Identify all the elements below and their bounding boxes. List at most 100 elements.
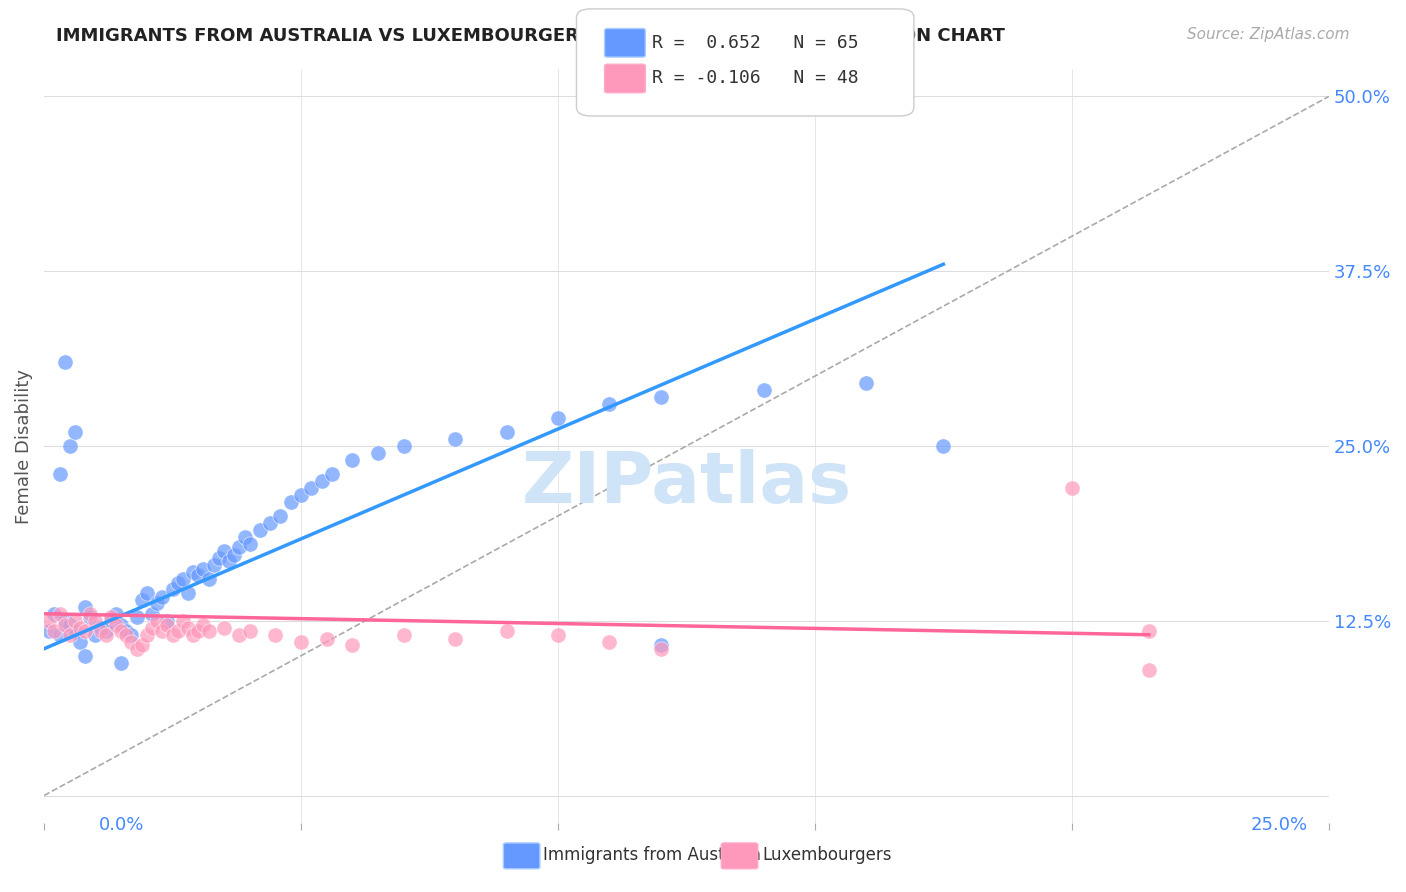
Point — [218, 554, 240, 568]
Point — [290, 488, 312, 502]
Point — [84, 628, 107, 642]
Point — [121, 634, 143, 648]
Point — [94, 624, 117, 638]
Point — [269, 508, 291, 523]
Point — [311, 474, 333, 488]
Point — [150, 624, 173, 638]
Point — [650, 638, 672, 652]
Point — [342, 638, 364, 652]
Text: 25.0%: 25.0% — [1250, 816, 1308, 834]
Point — [224, 548, 246, 562]
Point — [110, 618, 132, 632]
Point — [105, 607, 128, 621]
Point — [131, 592, 153, 607]
Point — [166, 624, 188, 638]
Point — [121, 628, 143, 642]
Point — [141, 621, 163, 635]
Point — [63, 614, 86, 628]
Point — [59, 439, 82, 453]
Point — [172, 572, 194, 586]
Point — [547, 628, 569, 642]
Point — [197, 624, 219, 638]
Point — [233, 530, 256, 544]
Point — [228, 628, 250, 642]
Point — [444, 632, 467, 646]
Point — [342, 453, 364, 467]
Point — [79, 607, 101, 621]
Text: R =  0.652   N = 65: R = 0.652 N = 65 — [652, 34, 859, 52]
Point — [1060, 481, 1083, 495]
Point — [280, 495, 302, 509]
Point — [259, 516, 281, 530]
Point — [63, 425, 86, 439]
Text: Luxembourgers: Luxembourgers — [762, 847, 891, 864]
Point — [44, 624, 66, 638]
Point — [125, 641, 148, 656]
Point — [131, 638, 153, 652]
Point — [135, 628, 157, 642]
Point — [44, 607, 66, 621]
Point — [38, 614, 60, 628]
Point — [110, 624, 132, 638]
Point — [141, 607, 163, 621]
Point — [166, 576, 188, 591]
Point — [94, 628, 117, 642]
Point — [855, 376, 877, 390]
Point — [115, 628, 138, 642]
Point — [48, 628, 70, 642]
Point — [115, 624, 138, 638]
Point — [290, 634, 312, 648]
Text: IMMIGRANTS FROM AUSTRALIA VS LUXEMBOURGER FEMALE DISABILITY CORRELATION CHART: IMMIGRANTS FROM AUSTRALIA VS LUXEMBOURGE… — [56, 27, 1005, 45]
Point — [156, 618, 179, 632]
Point — [495, 624, 517, 638]
Point — [146, 614, 169, 628]
Text: Source: ZipAtlas.com: Source: ZipAtlas.com — [1187, 27, 1350, 42]
Text: R = -0.106   N = 48: R = -0.106 N = 48 — [652, 70, 859, 87]
Point — [187, 567, 209, 582]
Text: ZIPatlas: ZIPatlas — [522, 450, 852, 518]
Point — [264, 628, 287, 642]
Point — [598, 397, 620, 411]
Point — [75, 648, 97, 663]
Point — [299, 481, 322, 495]
Point — [197, 572, 219, 586]
Point — [125, 609, 148, 624]
Point — [48, 607, 70, 621]
Point — [105, 618, 128, 632]
Point — [146, 596, 169, 610]
Point — [193, 562, 215, 576]
Point — [110, 656, 132, 670]
Point — [1137, 663, 1160, 677]
Point — [228, 540, 250, 554]
Point — [69, 621, 91, 635]
Point — [48, 467, 70, 481]
Point — [59, 628, 82, 642]
Y-axis label: Female Disability: Female Disability — [15, 368, 32, 524]
Point — [598, 634, 620, 648]
Point — [187, 624, 209, 638]
Point — [63, 624, 86, 638]
Point — [100, 614, 122, 628]
Point — [75, 624, 97, 638]
Text: Immigrants from Australia: Immigrants from Australia — [543, 847, 761, 864]
Point — [38, 624, 60, 638]
Point — [156, 614, 179, 628]
Point — [181, 628, 204, 642]
Point — [444, 432, 467, 446]
Point — [59, 618, 82, 632]
Point — [650, 390, 672, 404]
Point — [202, 558, 225, 572]
Point — [392, 628, 415, 642]
Point — [367, 446, 389, 460]
Point — [212, 544, 235, 558]
Point — [239, 537, 262, 551]
Point — [84, 614, 107, 628]
Point — [495, 425, 517, 439]
Point — [193, 618, 215, 632]
Point — [75, 599, 97, 614]
Point — [212, 621, 235, 635]
Point — [392, 439, 415, 453]
Point — [90, 624, 112, 638]
Point — [321, 467, 343, 481]
Point — [69, 634, 91, 648]
